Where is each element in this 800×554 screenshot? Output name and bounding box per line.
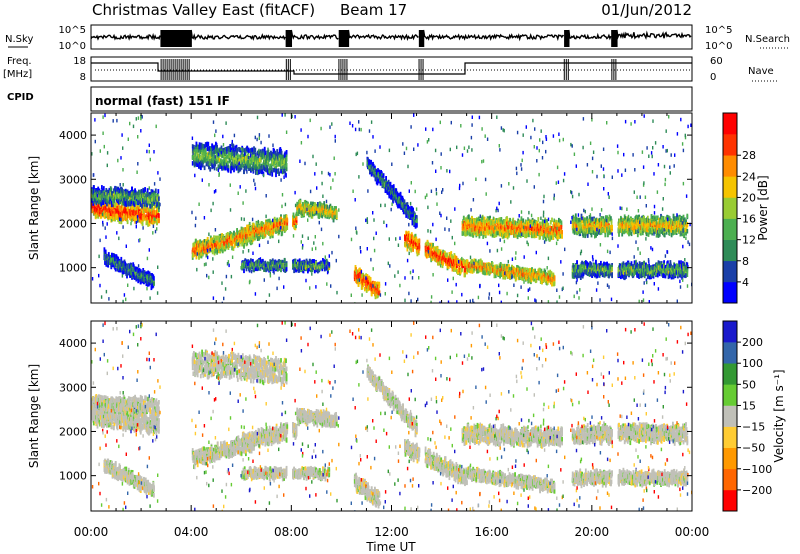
velocity-colorbar-tick: −200 xyxy=(742,484,772,497)
velocity-colorbar-tick: 200 xyxy=(742,336,763,349)
velocity-colorbar-label: Velocity [m s⁻¹] xyxy=(772,369,786,462)
velocity-colorbar-swatch xyxy=(723,468,737,491)
power-colorbar-tick: 24 xyxy=(742,170,756,183)
velocity-colorbar-tick: −15 xyxy=(742,421,765,434)
time-tick-label: 16:00 xyxy=(474,525,509,539)
velocity-y-tick-label: 4000 xyxy=(59,337,87,350)
velocity-colorbar-tick: 50 xyxy=(742,378,756,391)
velocity-colorbar-swatch xyxy=(723,447,737,470)
velocity-y-axis: 1000 2000 3000 4000 xyxy=(59,337,692,483)
time-tick-label: 00:00 xyxy=(74,525,109,539)
velocity-colorbar-swatch xyxy=(723,321,737,343)
power-colorbar-tick: 4 xyxy=(742,276,749,289)
nsky-tick-low: 10^0 xyxy=(59,41,86,52)
velocity-colorbar-swatch xyxy=(723,342,737,364)
velocity-colorbar-tick: −100 xyxy=(742,463,772,476)
time-tick-label: 00:00 xyxy=(675,525,710,539)
power-colorbar-tick: 12 xyxy=(742,234,756,247)
velocity-colorbar-tick: 100 xyxy=(742,357,763,370)
time-tick-label: 04:00 xyxy=(174,525,209,539)
power-colorbar-swatch xyxy=(723,197,737,219)
velocity-colorbar: 200 100 50 15 −15 −50 −100 −200 xyxy=(722,320,772,512)
velocity-colorbar-swatch xyxy=(723,384,737,406)
nsky-panel: N.Sky 10^5 10^0 10^5 10^0 N.Search xyxy=(5,24,790,52)
power-y-axis: 1000 2000 3000 4000 xyxy=(59,129,692,275)
velocity-colorbar-swatch xyxy=(723,363,737,385)
time-tick-label: 08:00 xyxy=(274,525,309,539)
power-colorbar-swatch xyxy=(723,281,737,304)
station-title: Christmas Valley East (fitACF) xyxy=(92,1,315,19)
velocity-colorbar-swatch xyxy=(723,405,737,427)
cpid-panel: CPID normal (fast) 151 IF xyxy=(7,86,693,112)
freq-panel: Freq. [MHz] 18 8 60 0 Nave xyxy=(3,56,778,83)
velocity-colorbar-tick: 15 xyxy=(742,399,756,412)
velocity-colorbar-swatch xyxy=(723,426,737,448)
velocity-colorbar-swatch xyxy=(723,489,737,512)
power-colorbar-tick: 16 xyxy=(742,213,756,226)
time-tick-label: 12:00 xyxy=(374,525,409,539)
nsky-label: N.Sky xyxy=(5,34,33,45)
time-axis-labels: 00:00 04:00 08:00 12:00 16:00 20:00 00:00 xyxy=(74,525,710,539)
freq-tick-high: 18 xyxy=(73,56,86,67)
power-colorbar-swatch xyxy=(723,113,737,135)
power-y-tick-label: 4000 xyxy=(59,129,87,142)
velocity-x-ticks xyxy=(90,321,693,511)
nsearch-label: N.Search xyxy=(745,34,790,45)
power-x-ticks xyxy=(90,113,693,303)
freq-label: Freq. xyxy=(7,56,32,67)
time-tick-label: 20:00 xyxy=(575,525,610,539)
cpid-program-label: normal (fast) 151 IF xyxy=(95,94,230,108)
power-colorbar-swatch xyxy=(723,134,737,156)
nsky-tick-high: 10^5 xyxy=(59,25,86,36)
date-label: 01/Jun/2012 xyxy=(601,1,692,19)
velocity-y-label: Slant Range [km] xyxy=(27,364,41,468)
power-panel: 1000 2000 3000 4000 Slant Range [km] 4 8 12 16… xyxy=(27,112,770,304)
power-y-label: Slant Range [km] xyxy=(27,156,41,260)
power-colorbar-label: Power [dB] xyxy=(756,175,770,240)
velocity-panel: 1000 2000 3000 4000 Slant Range [km] 200 100… xyxy=(27,320,786,512)
power-colorbar-swatch xyxy=(723,155,737,177)
power-y-tick-label: 3000 xyxy=(59,173,87,186)
power-y-tick-label: 2000 xyxy=(59,217,87,230)
velocity-y-tick-label: 1000 xyxy=(59,470,87,483)
velocity-y-tick-label: 2000 xyxy=(59,425,87,438)
beam-label: Beam 17 xyxy=(340,1,407,19)
cpid-label: CPID xyxy=(7,92,34,103)
nave-label: Nave xyxy=(748,66,774,77)
power-colorbar-swatch xyxy=(723,176,737,198)
nsearch-tick-high: 10^5 xyxy=(705,25,732,36)
freq-tick-low: 8 xyxy=(80,72,86,83)
power-colorbar: 4 8 12 16 20 24 28 xyxy=(722,112,756,304)
power-colorbar-swatch xyxy=(723,218,737,240)
power-heatmap xyxy=(91,113,692,303)
nsearch-tick-low: 10^0 xyxy=(705,41,732,52)
power-colorbar-tick: 20 xyxy=(742,191,756,204)
freq-trace xyxy=(91,59,692,80)
velocity-y-tick-label: 3000 xyxy=(59,381,87,394)
power-y-tick-label: 1000 xyxy=(59,262,87,275)
power-colorbar-tick: 8 xyxy=(742,255,749,268)
nave-tick-low: 0 xyxy=(710,72,716,83)
velocity-heatmap xyxy=(91,321,692,511)
power-colorbar-swatch xyxy=(723,239,737,262)
freq-unit-label: [MHz] xyxy=(3,69,32,80)
power-colorbar-tick: 28 xyxy=(742,149,756,162)
nsky-trace xyxy=(90,29,692,47)
nave-tick-high: 60 xyxy=(710,56,723,67)
x-axis-label: Time UT xyxy=(365,540,416,554)
power-colorbar-swatch xyxy=(723,260,737,283)
velocity-colorbar-tick: −50 xyxy=(742,442,765,455)
